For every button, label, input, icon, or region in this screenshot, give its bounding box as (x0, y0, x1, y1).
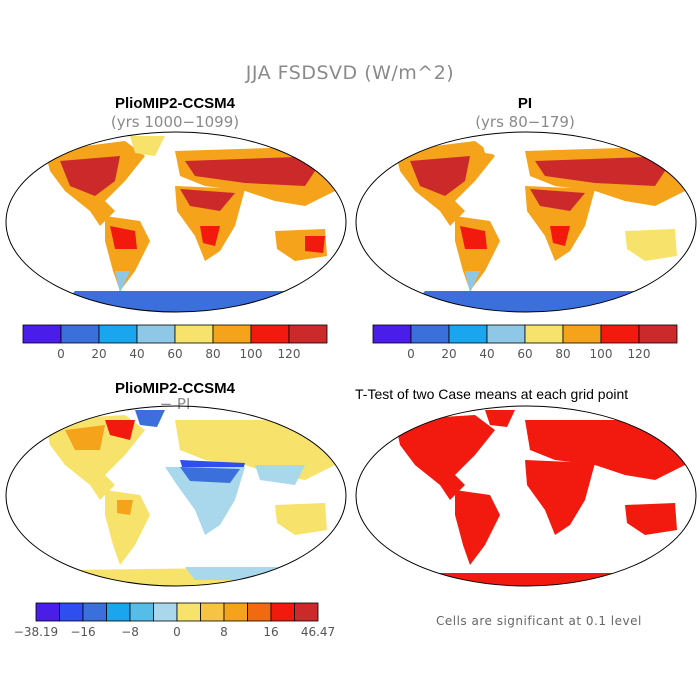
colorbar-tick-label: 80 (205, 347, 221, 361)
colorbar-tick-label: 120 (277, 347, 301, 361)
map-pi (355, 131, 697, 313)
colorbar-tick-label: 60 (517, 347, 533, 361)
colorbar-swatch (22, 324, 62, 344)
map-difference (5, 405, 347, 587)
colorbar-swatch (638, 324, 678, 344)
colorbar-swatch (600, 324, 640, 344)
colorbar-swatch (106, 602, 131, 622)
map-ttest (355, 405, 697, 587)
colorbar-swatch (59, 602, 84, 622)
colorbar-tick-label: 80 (555, 347, 571, 361)
colorbar-swatch (82, 602, 107, 622)
colorbar-swatch (250, 324, 290, 344)
colorbar-swatch (448, 324, 488, 344)
colorbar-difference (35, 602, 319, 622)
colorbar-tick-label: 100 (589, 347, 613, 361)
colorbar-tick-label: 0 (173, 625, 181, 639)
panel2-title: PI (517, 95, 533, 112)
colorbar-swatch (372, 324, 412, 344)
figure-title: JJA FSDSVD (W/m^2) (245, 62, 455, 84)
colorbar-tick-label: 20 (91, 347, 107, 361)
colorbar-swatch (410, 324, 450, 344)
colorbar-tick-label: 120 (627, 347, 651, 361)
colorbar-swatch (212, 324, 252, 344)
colorbar-tick-label: 60 (167, 347, 183, 361)
colorbar-swatch (288, 324, 328, 344)
colorbar-pi (372, 324, 678, 344)
colorbar-tick-label: 40 (129, 347, 145, 361)
colorbar-tick-label: 16 (263, 625, 279, 639)
colorbar-swatch (98, 324, 138, 344)
colorbar-swatch (486, 324, 526, 344)
panel4-title: T-Test of two Case means at each grid po… (355, 386, 629, 402)
panel1-title: PlioMIP2-CCSM4 (114, 95, 235, 112)
colorbar-swatch (562, 324, 602, 344)
colorbar-swatch (223, 602, 248, 622)
colorbar-tick-label: 8 (220, 625, 228, 639)
colorbar-tick-label: −16 (70, 625, 96, 639)
colorbar-tick-label: 0 (407, 347, 415, 361)
panel3-title: PlioMIP2-CCSM4 (114, 380, 235, 397)
colorbar-swatch (524, 324, 564, 344)
panel2-subtitle: (yrs 80−179) (475, 113, 575, 131)
panel1-subtitle: (yrs 1000−1099) (110, 113, 240, 131)
colorbar-swatch (174, 324, 214, 344)
colorbar-tick-label: 0 (57, 347, 65, 361)
significance-note: Cells are significant at 0.1 level (436, 614, 642, 628)
colorbar-swatch (176, 602, 201, 622)
colorbar-swatch (294, 602, 319, 622)
colorbar-tick-label: 46.47 (300, 625, 336, 639)
colorbar-tick-label: −38.19 (13, 625, 59, 639)
colorbar-swatch (129, 602, 154, 622)
panel3-subtitle: − PI (159, 395, 191, 413)
colorbar-swatch (60, 324, 100, 344)
colorbar-swatch (270, 602, 295, 622)
colorbar-swatch (200, 602, 225, 622)
colorbar-tick-label: −8 (121, 625, 139, 639)
colorbar-swatch (153, 602, 178, 622)
colorbar-swatch (136, 324, 176, 344)
colorbar-tick-label: 40 (479, 347, 495, 361)
colorbar-swatch (35, 602, 60, 622)
colorbar-swatch (247, 602, 272, 622)
colorbar-tick-label: 20 (441, 347, 457, 361)
colorbar-tick-label: 100 (239, 347, 263, 361)
map-plio (5, 131, 347, 313)
colorbar-plio (22, 324, 328, 344)
